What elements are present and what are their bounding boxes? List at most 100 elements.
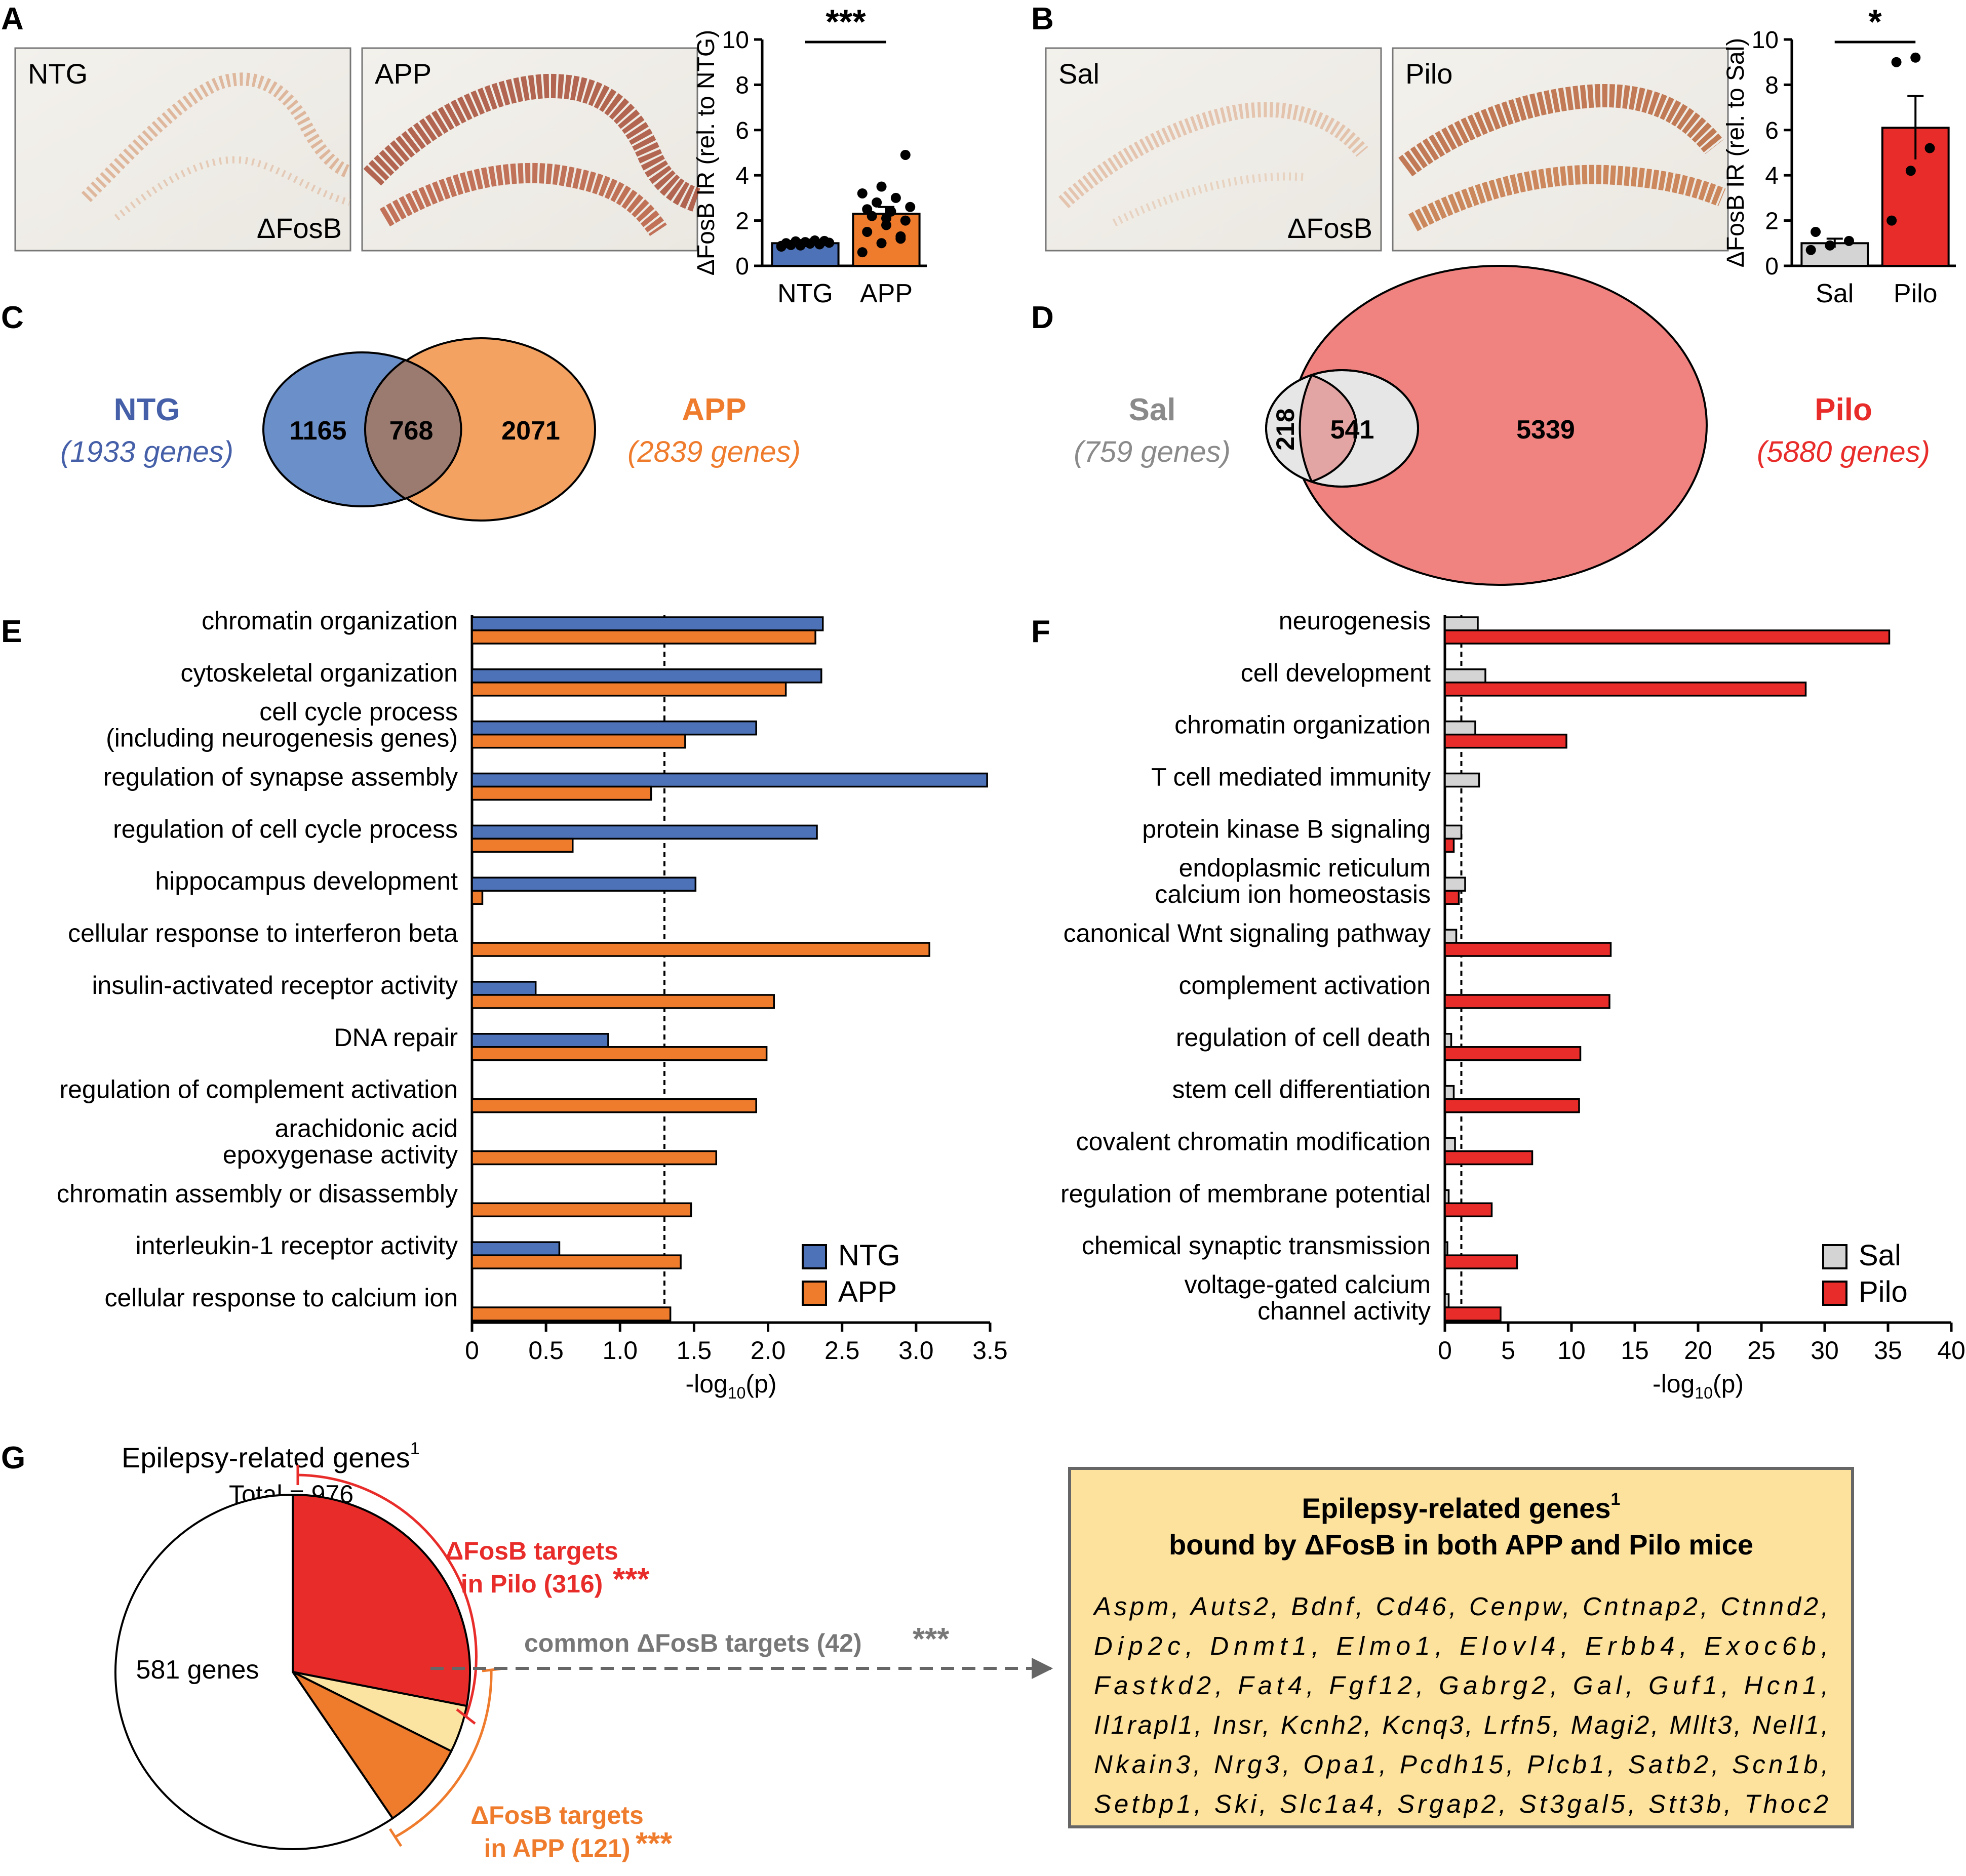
pie-white-slice-label: 581 genes (136, 1655, 259, 1685)
category-label: chromatin organization (202, 607, 458, 635)
venn-d-sal-count: 218 (1271, 408, 1300, 450)
category-label: epoxygenase activity (223, 1140, 458, 1169)
panel-label-g: G (1, 1441, 25, 1475)
data-point (824, 237, 835, 248)
significance-stars: * (1868, 3, 1882, 41)
x-tick-label: 35 (1874, 1336, 1902, 1365)
bar-pilo (1444, 994, 1610, 1009)
bar-pilo (1444, 682, 1807, 697)
pilo-targets-stars: *** (613, 1562, 650, 1597)
category-label: regulation of cell cycle process (113, 815, 458, 843)
data-point (1825, 240, 1835, 251)
bar-chart-b: 0 2 4 6 8 10 Sal Pilo * ΔFosB IR (rel. to Sal) (1722, 3, 1956, 308)
bar-app (471, 682, 787, 697)
bar-sal (1444, 1293, 1450, 1308)
bar-app (471, 1254, 682, 1269)
y-tick-label: 0 (1765, 253, 1779, 280)
category-label: arachidonic acid (275, 1114, 458, 1142)
category-label: endoplasmic reticulum (1179, 854, 1431, 882)
category-label: regulation of cell death (1176, 1023, 1431, 1052)
x-tick-label: 0 (1438, 1336, 1452, 1365)
x-tick-label: 0.5 (528, 1336, 564, 1365)
panel-b-micrograph-sal: Sal ΔFosB (1045, 47, 1382, 252)
bar-app (471, 994, 775, 1009)
bar-pilo (1444, 1150, 1534, 1166)
bar-chart-e: 0 0.5 1.0 1.5 2.0 2.5 3.0 3.5 -log10(p) chromatin… (57, 607, 1008, 1402)
category-label: interleukin-1 receptor activity (136, 1231, 458, 1260)
data-point (905, 202, 916, 212)
bar-sal (1444, 929, 1458, 944)
venn-c-app-name: APP (682, 392, 746, 427)
data-point (776, 241, 787, 251)
micrograph-label-app: APP (375, 58, 431, 90)
data-point (795, 239, 806, 250)
pilo-targets-label-2: in Pilo (316) (461, 1570, 603, 1598)
legend-swatch (1822, 1281, 1847, 1306)
x-tick-label: 3.0 (898, 1336, 934, 1365)
bar-app (471, 890, 484, 905)
micrograph-label-ntg: NTG (28, 58, 88, 90)
data-point (1886, 215, 1897, 226)
y-tick-label: 4 (1765, 163, 1779, 189)
panel-label-b: B (1031, 2, 1054, 36)
legend-swatch (1822, 1244, 1847, 1269)
data-point (1905, 166, 1916, 176)
x-tick-label: APP (860, 279, 913, 308)
bar-ntg (471, 772, 988, 788)
bar-ntg (471, 720, 757, 736)
panel-a-micrograph-app: APP (361, 47, 701, 252)
venn-d-sal-name: Sal (1128, 392, 1175, 427)
category-label: cell cycle process (259, 698, 458, 726)
data-point (809, 235, 820, 246)
gene-box (1068, 1467, 1854, 1828)
pie-title-text: Epilepsy-related genes (122, 1442, 410, 1473)
legend-label: NTG (838, 1239, 900, 1272)
bar-app (471, 733, 686, 749)
bar-app (471, 837, 574, 853)
category-label: regulation of membrane potential (1060, 1179, 1431, 1208)
category-label: cellular response to interferon beta (68, 919, 458, 947)
gene-box-title-1: Epilepsy-related genes1 (1302, 1490, 1621, 1524)
bar-sal (1444, 1033, 1452, 1048)
venn-d-sal-genes: (759 genes) (1074, 435, 1231, 468)
gene-line-4: Il1rapl1, Insr, Kcnh2, Kcnq3, Lrfn5, Mag… (1094, 1710, 1828, 1739)
panel-a-micrograph-ntg: NTG ΔFosB (14, 47, 352, 252)
x-axis-label: -log10(p) (685, 1370, 776, 1402)
x-axis-label-sub: 10 (728, 1384, 746, 1402)
micrograph-stain-label-b: ΔFosB (1287, 212, 1372, 244)
bar-ntg (471, 668, 822, 684)
app-bracket (394, 1669, 493, 1839)
bar-pilo (1444, 942, 1612, 957)
y-tick-label: 2 (1765, 208, 1779, 235)
y-tick-label: 8 (735, 72, 749, 99)
category-label: neurogenesis (1279, 607, 1431, 635)
pie-title: Epilepsy-related genes1 (122, 1439, 420, 1473)
data-point (1891, 57, 1902, 67)
venn-c-app-genes: (2839 genes) (627, 435, 801, 468)
category-label: complement activation (1179, 971, 1431, 1000)
app-targets-label-2: in APP (121) (484, 1834, 631, 1862)
venn-d-pilo-name: Pilo (1815, 392, 1872, 427)
x-tick-label: 40 (1937, 1336, 1965, 1365)
venn-c-ntg-genes: (1933 genes) (60, 435, 233, 468)
micrograph-stain-label-a: ΔFosB (257, 212, 342, 244)
y-tick-label: 10 (722, 27, 749, 54)
bar-sal (1444, 824, 1463, 840)
bar-pilo (1444, 733, 1567, 749)
x-tick-label: NTG (777, 279, 833, 308)
legend-swatch (802, 1244, 827, 1269)
bar-ntg (471, 616, 824, 631)
common-targets-stars: *** (913, 1622, 950, 1657)
category-label: channel activity (1257, 1297, 1431, 1325)
venn-c-app-count: 2071 (501, 416, 560, 446)
category-label: chromatin organization (1174, 711, 1431, 739)
bar-pilo (1444, 1202, 1493, 1218)
data-point (1811, 226, 1821, 237)
bar-sal (1444, 876, 1466, 892)
x-tick-label: 1.5 (677, 1336, 712, 1365)
venn-c: 1165 768 2071 NTG (1933 genes) APP (2839… (60, 337, 801, 522)
x-tick-label: 5 (1501, 1336, 1515, 1365)
micrograph-label-sal: Sal (1058, 58, 1099, 90)
x-tick-label: 15 (1621, 1336, 1649, 1365)
